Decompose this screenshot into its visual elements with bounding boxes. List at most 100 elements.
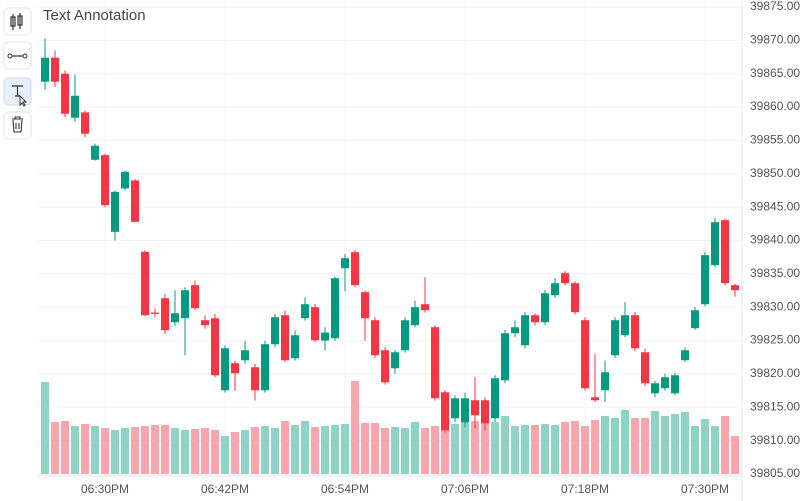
- volume-bar: [381, 428, 389, 474]
- candle-body: [41, 57, 49, 82]
- candle-body: [321, 332, 329, 341]
- volume-bar: [221, 436, 229, 474]
- volume-bar: [331, 425, 339, 474]
- volume-bar: [511, 426, 519, 474]
- volume-bar: [391, 427, 399, 474]
- volume-bar: [401, 428, 409, 474]
- candle-body: [571, 283, 579, 313]
- y-tick-label: 39810.00: [750, 433, 800, 447]
- candle-body: [361, 292, 369, 319]
- candle-body: [61, 73, 69, 114]
- candle-body: [541, 293, 549, 323]
- candle-body: [311, 307, 319, 341]
- candle-body: [711, 222, 719, 266]
- candle-body: [51, 57, 59, 82]
- volume-bar: [351, 381, 359, 474]
- candle-body: [451, 398, 459, 419]
- candle-body: [601, 372, 609, 391]
- candle-body: [251, 367, 259, 391]
- volume-bar: [691, 426, 699, 474]
- volume-bar: [301, 421, 309, 474]
- x-tick-label: 06:42PM: [201, 482, 249, 496]
- x-tick-label: 07:18PM: [561, 482, 609, 496]
- volume-bar: [681, 412, 689, 474]
- volume-bar: [191, 429, 199, 474]
- y-tick-label: 39830.00: [750, 299, 800, 313]
- volume-bar: [201, 428, 209, 474]
- volume-bar: [471, 421, 479, 474]
- candle-body: [121, 171, 129, 189]
- candle-body: [421, 304, 429, 311]
- volume-bar: [481, 418, 489, 474]
- text-icon: [12, 85, 23, 97]
- volume-bar: [651, 411, 659, 474]
- volume-bar: [671, 414, 679, 474]
- candle-body: [271, 317, 279, 345]
- volume-bar: [721, 416, 729, 474]
- delete-tool[interactable]: [3, 111, 32, 140]
- candle-body: [561, 273, 569, 284]
- volume-bar: [171, 428, 179, 474]
- x-tick-label: 06:30PM: [81, 482, 129, 496]
- toolbar: [3, 7, 32, 140]
- volume-bar: [41, 382, 49, 474]
- volume-bar: [621, 410, 629, 474]
- candle-body: [581, 320, 589, 389]
- volume-bar: [531, 425, 539, 474]
- candle-body: [721, 220, 729, 284]
- candle-body: [241, 350, 249, 361]
- candle-body: [441, 392, 449, 431]
- volume-bar: [641, 418, 649, 474]
- volume-bar: [81, 424, 89, 474]
- candle-body: [71, 95, 79, 118]
- volume-bar: [101, 428, 109, 474]
- volume-bar: [271, 428, 279, 474]
- volume-bar: [321, 426, 329, 474]
- candle-body: [301, 304, 309, 319]
- volume-bar: [611, 418, 619, 474]
- volume-bar: [121, 428, 129, 474]
- volume-bar: [631, 418, 639, 474]
- volume-bar: [601, 416, 609, 474]
- candle-body: [611, 320, 619, 356]
- candle-body: [371, 320, 379, 356]
- candle-body: [391, 352, 399, 369]
- volume-bar: [151, 425, 159, 474]
- volume-bar: [261, 426, 269, 474]
- candle-body: [461, 398, 469, 423]
- candle-body: [641, 352, 649, 384]
- candle-body: [341, 258, 349, 269]
- volume-bar: [451, 424, 459, 474]
- candle-body: [171, 313, 179, 323]
- y-tick-label: 39815.00: [750, 399, 800, 413]
- volume-bar: [211, 430, 219, 474]
- volume-bar: [591, 420, 599, 474]
- volume-bar: [51, 422, 59, 474]
- volume-bar: [311, 427, 319, 474]
- trash-icon: [12, 116, 23, 133]
- candle-body: [551, 283, 559, 296]
- y-tick-label: 39850.00: [750, 166, 800, 180]
- line-icon-dot: [7, 53, 13, 59]
- candle-body: [591, 397, 599, 401]
- volume-bar: [571, 421, 579, 474]
- volume-bar: [361, 423, 369, 474]
- volume-bar: [161, 425, 169, 474]
- y-tick-label: 39845.00: [750, 199, 800, 213]
- volume-bar: [541, 424, 549, 474]
- x-tick-label: 06:54PM: [321, 482, 369, 496]
- volume-bar: [291, 425, 299, 474]
- candle-body: [91, 145, 99, 160]
- y-tick-label: 39875.00: [750, 0, 800, 13]
- volume-bar: [411, 422, 419, 474]
- y-tick-label: 39870.00: [750, 33, 800, 47]
- candle-body: [701, 255, 709, 305]
- cursor-icon: [19, 94, 28, 107]
- volume-bar: [111, 430, 119, 474]
- candle-body: [411, 307, 419, 326]
- volume-bar: [581, 426, 589, 474]
- candle-body: [181, 290, 189, 319]
- x-tick-label: 07:06PM: [441, 482, 489, 496]
